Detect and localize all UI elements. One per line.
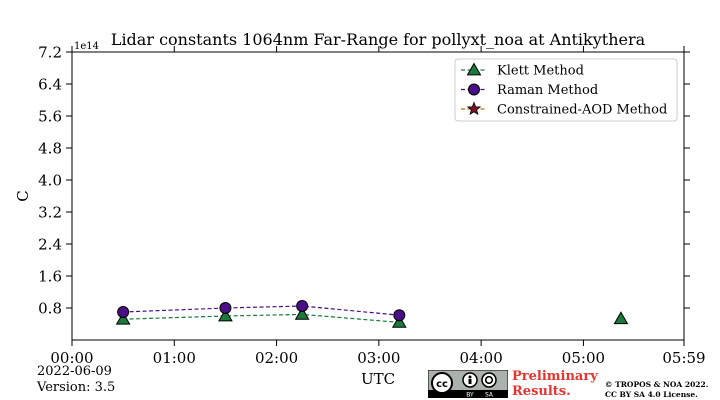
copyright-line-2: CC BY SA 4.0 License. [605,390,698,399]
legend-label: Klett Method [497,64,584,79]
preliminary-line-1: Preliminary [512,369,598,384]
x-tick-label: 01:00 [153,349,196,367]
data-point-circle [296,300,309,312]
legend-label: Raman Method [497,83,598,98]
y-tick-label: 0.8 [38,300,62,318]
data-point-circle [393,309,406,322]
x-tick-label: 05:00 [562,349,605,367]
copyright-notice: © TROPOS & NOA 2022. CC BY SA 4.0 Licens… [605,380,708,400]
data-point-triangle [115,311,131,325]
sa-text: SA [485,392,494,399]
data-point-triangle [391,314,407,328]
y-tick-label: 4.0 [38,172,62,190]
cc-icon-text: cc [436,379,448,390]
legend-marker-triangle [466,62,482,76]
by-text: BY [466,392,474,399]
x-tick-label: 00:00 [50,349,93,367]
data-point-triangle [613,311,629,325]
x-tick-label: 03:00 [357,349,400,367]
data-point-circle [117,306,130,318]
preliminary-line-2: Results. [512,384,571,399]
chart-title: Lidar constants 1064nm Far-Range for pol… [111,30,646,49]
plot-frame [71,51,685,341]
cc-license-badge: cc BY SA [428,370,508,398]
copyright-line-1: © TROPOS & NOA 2022. [605,380,709,389]
x-tick-label: 02:00 [255,349,298,367]
y-tick-label: 7.2 [38,44,62,62]
footer-version: Version: 3.5 [37,380,116,395]
sa-icon [481,372,497,388]
legend-box [454,58,678,122]
legend-marker-circle [468,83,480,96]
series-triangle [115,306,629,328]
y-tick-label: 6.4 [38,76,62,94]
data-point-circle [219,302,232,314]
x-tick-label: 05:59 [662,349,705,367]
legend-label: Constrained-AOD Method [497,103,667,118]
series-line [123,305,400,316]
x-tick-label: 04:00 [460,349,503,367]
y-tick-label: 4.8 [38,140,62,158]
series-circle [117,300,406,322]
y-tick-label: 5.6 [38,108,62,126]
series-layer [115,300,629,328]
cc-icon [431,372,453,394]
y-tick-label: 3.2 [38,204,62,222]
series-line [123,313,400,323]
preliminary-notice: Preliminary Results. [512,369,598,399]
y-multiplier-label: 1e14 [74,41,99,52]
y-tick-label: 2.4 [38,236,62,254]
legend-marker-star [466,101,482,116]
footer-date: 2022-06-09 [37,364,112,379]
data-point-triangle [218,308,233,322]
legend: Klett Method Raman Method Constrained-AOD … [454,58,678,122]
y-tick-label: 1.6 [38,268,62,286]
y-axis-label: C [14,190,32,201]
data-point-triangle [294,306,310,320]
x-axis-label: UTC [361,370,395,388]
axis-ticks: 00:00 01:00 02:00 03:00 04:00 05:00 05:59 7.2 6.… [38,44,705,368]
